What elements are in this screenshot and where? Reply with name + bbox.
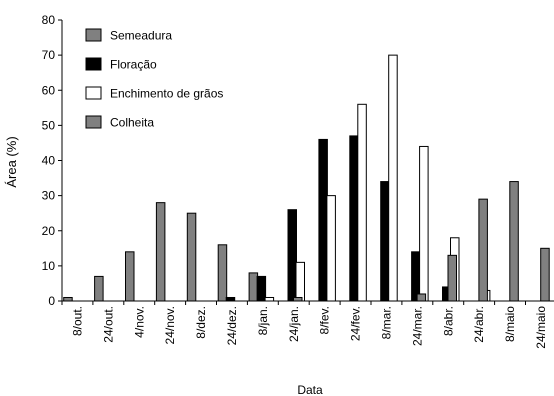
bar-3-7 <box>264 296 275 302</box>
x-tick-label-9: 8/fev. <box>318 306 332 334</box>
bar-1-2 <box>94 275 104 302</box>
y-tick-label-2: 10 <box>42 259 56 273</box>
bar-1-5 <box>186 212 197 302</box>
x-ticks: 8/out. 24/out. 4/nov. 24/nov. 8/dez. 24/dez. 8… <box>61 301 548 349</box>
x-tick-label-11: 8/mar. <box>379 306 393 339</box>
legend-swatch-4 <box>85 115 102 129</box>
bar-2-7 <box>256 275 267 302</box>
bar-1-3 <box>125 251 135 302</box>
x-tick-label-1: 8/out. <box>71 306 85 336</box>
legend: Semeadura Floração Enchimento de grãos Colh… <box>85 28 223 130</box>
bar-3-9 <box>326 195 336 302</box>
bar-1-1 <box>63 296 73 302</box>
x-tick-label-12: 24/mar. <box>410 306 424 346</box>
bar-1-7 <box>248 272 259 302</box>
bar-2-8 <box>287 209 297 302</box>
x-tick-label-16: 24/maio <box>534 306 548 349</box>
bar-2-10 <box>349 135 359 302</box>
bar-4-12 <box>416 293 427 302</box>
legend-label-4: Colheita <box>110 116 154 130</box>
legend-swatch-3 <box>85 86 102 100</box>
bar-3-10 <box>357 103 367 302</box>
bar-3-11 <box>388 54 398 302</box>
x-tick-label-2: 24/out. <box>101 306 115 343</box>
y-ticks: 0 10 20 30 40 50 60 70 80 <box>42 13 62 308</box>
legend-swatch-1 <box>85 28 102 42</box>
bar-4-13 <box>447 254 457 302</box>
y-tick-label-1: 0 <box>48 294 55 308</box>
x-tick-label-8: 24/jan. <box>287 306 301 342</box>
legend-label-3: Enchimento de grãos <box>110 87 223 101</box>
y-tick-label-7: 60 <box>42 83 56 97</box>
y-tick-label-4: 30 <box>42 189 56 203</box>
bar-4-8 <box>293 296 303 302</box>
y-tick-label-8: 70 <box>42 48 56 62</box>
bar-3-8 <box>295 261 305 302</box>
x-tick-label-13: 8/abr. <box>441 306 455 336</box>
legend-swatch-2 <box>85 57 102 71</box>
y-axis-title: Área (%) <box>4 136 19 187</box>
bar-1-4 <box>155 202 166 302</box>
bar-4-15 <box>509 181 519 302</box>
bars <box>63 54 550 302</box>
bar-2-11 <box>380 181 390 302</box>
legend-label-1: Semeadura <box>110 29 172 43</box>
x-axis-title: Data <box>297 383 323 396</box>
bar-3-12 <box>419 145 429 302</box>
x-tick-label-4: 24/nov. <box>163 306 177 344</box>
bar-2-9 <box>318 138 328 302</box>
y-tick-label-5: 40 <box>42 154 56 168</box>
y-tick-label-3: 20 <box>42 224 56 238</box>
bar-4-16 <box>540 247 550 302</box>
x-tick-label-14: 24/abr. <box>472 306 486 343</box>
bar-1-6 <box>217 244 228 302</box>
x-tick-label-10: 24/fev. <box>349 306 363 341</box>
x-tick-label-7: 8/jan. <box>256 306 270 335</box>
y-tick-label-6: 50 <box>42 118 56 132</box>
x-tick-label-6: 24/dez. <box>225 306 239 345</box>
x-tick-label-5: 8/dez. <box>194 306 208 339</box>
bar-2-6 <box>225 296 236 302</box>
x-tick-label-3: 4/nov. <box>132 306 146 338</box>
y-tick-label-9: 80 <box>42 13 56 27</box>
legend-label-2: Floração <box>110 58 157 72</box>
x-tick-label-15: 8/maio <box>503 306 517 342</box>
bar-4-14 <box>478 198 488 302</box>
